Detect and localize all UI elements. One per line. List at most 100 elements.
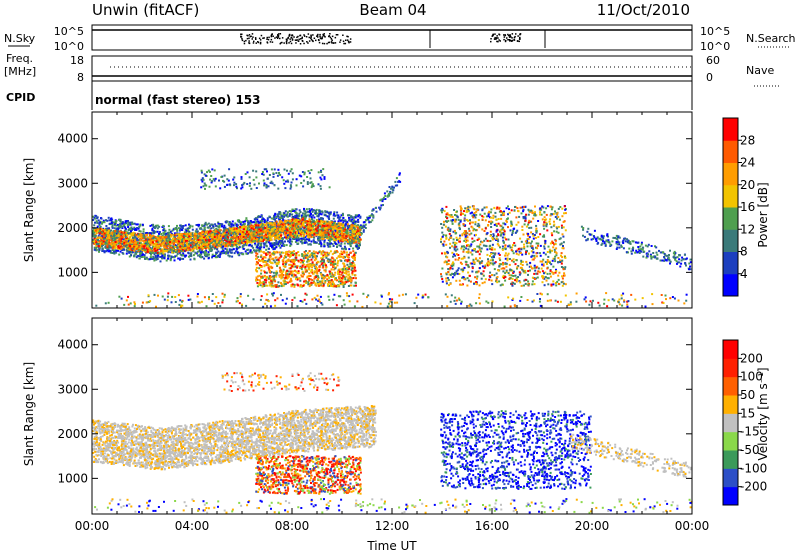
echo-cell [274, 227, 276, 229]
echo-cell [140, 235, 142, 237]
echo-cell [167, 241, 169, 243]
echo-cell [204, 233, 206, 235]
echo-cell [99, 240, 101, 242]
echo-cell [251, 245, 253, 247]
echo-cell [103, 240, 105, 242]
cpid-panel: CPID normal (fast stereo) 153 [6, 81, 692, 110]
echo-cell [158, 233, 160, 235]
nave-tick-top: 60 [706, 54, 720, 67]
echo-cell [195, 243, 197, 245]
nsearch-point [505, 34, 507, 36]
nsearch-point [249, 34, 251, 36]
echo-cell [277, 237, 279, 239]
echo-cell [208, 242, 210, 244]
echo-cell [108, 241, 110, 243]
echo-cell [219, 229, 221, 231]
echo-cell [196, 233, 198, 235]
echo-cell [231, 229, 233, 231]
echo-cell [193, 240, 195, 242]
echo-cell [248, 231, 250, 233]
echo-cell [257, 244, 259, 246]
echo-cell [289, 236, 291, 238]
nsearch-point [296, 37, 298, 39]
echo-cell [216, 244, 218, 246]
echo-cell [110, 217, 112, 219]
echo-cell [251, 239, 253, 241]
echo-cell [273, 244, 275, 246]
nsearch-point [519, 41, 521, 43]
echo-cell [197, 245, 199, 247]
echo-cell [229, 232, 231, 234]
echo-cell [108, 230, 110, 232]
echo-cell [290, 211, 292, 213]
echo-cell [329, 246, 331, 248]
echo-cell [224, 248, 226, 250]
nsky-label: N.Sky [4, 32, 36, 45]
echo-cell [102, 221, 104, 223]
echo-cell [152, 228, 154, 230]
nsearch-point [318, 39, 320, 41]
echo-cell [214, 236, 216, 238]
echo-cell [190, 242, 192, 244]
nsearch-point [271, 35, 273, 37]
echo-cell [116, 237, 118, 239]
nsearch-point [498, 34, 500, 36]
nsearch-point [496, 35, 498, 37]
echo-cell [219, 245, 221, 247]
echo-cell [256, 238, 258, 240]
echo-cell [145, 242, 147, 244]
echo-cell [94, 222, 96, 224]
echo-cell [175, 233, 177, 235]
echo-cell [235, 242, 237, 244]
echo-cell [146, 258, 148, 260]
echo-cell [96, 249, 98, 251]
echo-cell [281, 230, 283, 232]
echo-cell [267, 219, 269, 221]
echo-cell [196, 228, 198, 230]
echo-cell [359, 217, 361, 219]
nsearch-point [503, 39, 505, 41]
echo-cell [329, 243, 331, 245]
nsearch-point [520, 33, 522, 35]
echo-cell [289, 213, 291, 215]
echo-cell [174, 246, 176, 248]
echo-cell [349, 218, 351, 220]
echo-cell [342, 213, 344, 215]
echo-cell [202, 251, 204, 253]
echo-cell [215, 230, 217, 232]
echo-cell [123, 246, 125, 248]
nsearch-point [319, 36, 321, 38]
echo-cell [238, 254, 240, 256]
nsearch-point [256, 42, 258, 44]
echo-cell [129, 237, 131, 239]
nsearch-point [255, 39, 257, 41]
echo-cell [185, 224, 187, 226]
echo-cell [304, 212, 306, 214]
echo-cell [119, 238, 121, 240]
nsearch-point [300, 35, 302, 37]
echo-cell [236, 248, 238, 250]
echo-cell [254, 231, 256, 233]
echo-cell [272, 229, 274, 231]
nsearch-point [247, 38, 249, 40]
echo-cell [101, 231, 103, 233]
nsearch-point [343, 41, 345, 43]
nsearch-point [240, 36, 242, 38]
nsearch-point [328, 36, 330, 38]
echo-cell [323, 243, 325, 245]
echo-cell [289, 245, 291, 247]
echo-cell [318, 216, 320, 218]
nsearch-point [301, 38, 303, 40]
echo-cell [93, 224, 95, 226]
nsearch-point [323, 35, 325, 37]
nsearch-point [306, 41, 308, 43]
nsearch-point [309, 37, 311, 39]
echo-cell [142, 254, 144, 256]
echo-cell [271, 239, 273, 241]
nave-label: Nave [746, 64, 774, 77]
echo-cell [168, 236, 170, 238]
echo-cell [162, 229, 164, 231]
nsearch-point [261, 35, 263, 37]
nsearch-point [248, 42, 250, 44]
echo-cell [139, 254, 141, 256]
